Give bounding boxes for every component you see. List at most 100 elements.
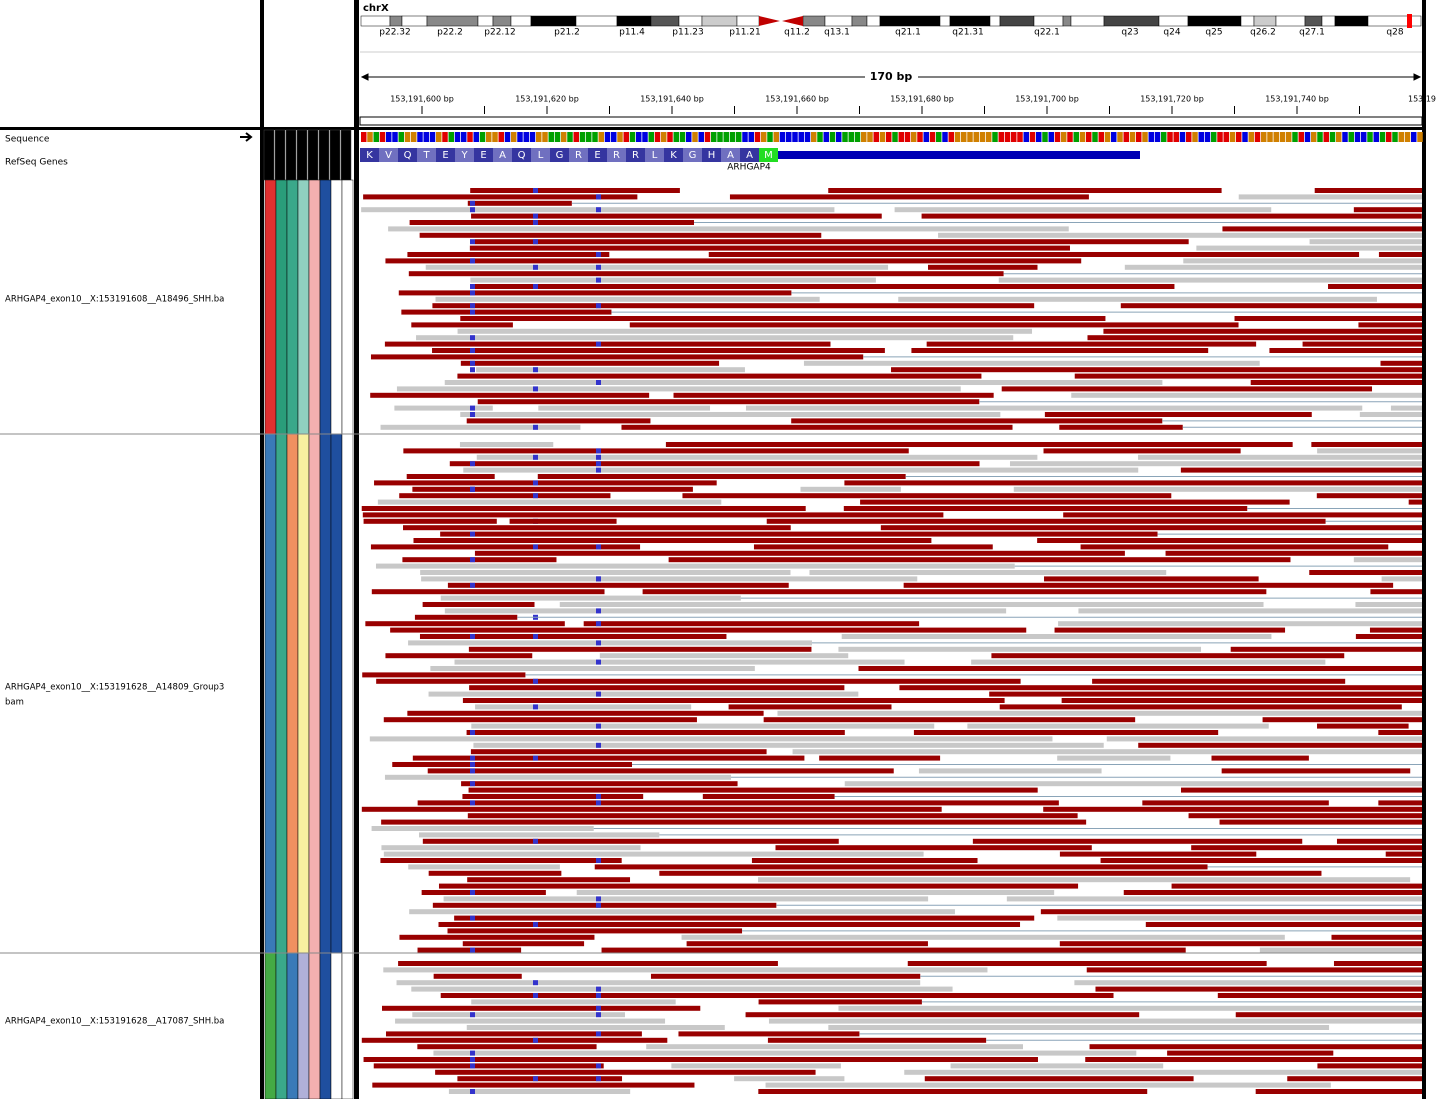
read[interactable] [435,296,820,302]
read[interactable] [1287,1076,1422,1082]
read[interactable] [377,499,722,505]
read[interactable] [1165,550,1422,556]
read[interactable] [734,1076,845,1082]
read[interactable] [384,341,831,347]
read[interactable] [419,634,727,639]
read[interactable] [1359,412,1422,417]
read[interactable] [767,1037,987,1043]
read[interactable] [1369,627,1422,633]
read[interactable] [1057,915,1422,921]
read[interactable] [369,736,1053,742]
read[interactable] [448,1089,631,1094]
read[interactable] [642,589,1267,595]
read[interactable] [650,973,921,979]
read[interactable] [363,1057,1038,1062]
read[interactable] [376,678,1021,684]
read[interactable] [420,570,791,575]
read[interactable] [466,1025,725,1030]
read[interactable] [444,380,1163,385]
read[interactable] [765,1082,1331,1088]
read[interactable] [1009,461,1422,467]
read[interactable] [1092,678,1346,684]
attribute-cell[interactable] [319,952,332,1099]
read[interactable] [421,890,546,895]
read[interactable] [1100,858,1422,863]
read[interactable] [457,373,982,379]
read[interactable] [860,499,1290,505]
read[interactable] [904,1069,1422,1075]
read[interactable] [411,986,953,992]
read[interactable] [466,418,651,424]
read[interactable] [972,838,1303,844]
read[interactable] [763,717,1136,723]
read[interactable] [399,934,595,940]
read[interactable] [395,1018,666,1024]
read[interactable] [363,194,638,200]
read[interactable] [1196,245,1422,251]
read[interactable] [913,730,1219,735]
read[interactable] [1353,207,1422,213]
attribute-cell[interactable] [264,179,277,435]
attribute-cell[interactable] [308,952,321,1099]
read[interactable] [594,864,1208,870]
read[interactable] [844,480,1422,486]
read[interactable] [474,239,1189,245]
read[interactable] [468,646,812,652]
read[interactable] [1080,544,1389,550]
read[interactable] [1123,890,1422,895]
read[interactable] [989,691,1422,697]
read[interactable] [668,557,1291,563]
read[interactable] [708,252,1360,257]
read[interactable] [809,570,1167,575]
read[interactable] [408,640,812,646]
read[interactable] [440,993,1114,998]
attribute-cell[interactable] [297,179,310,435]
read[interactable] [432,902,777,908]
read[interactable] [1250,380,1422,385]
read[interactable] [370,392,650,398]
read[interactable] [422,602,535,607]
read[interactable] [1089,1044,1422,1050]
read[interactable] [1328,284,1422,289]
attribute-cell[interactable] [297,433,310,954]
read[interactable] [1355,634,1422,639]
attribute-cell[interactable] [297,952,310,1099]
read[interactable] [1221,768,1411,774]
strand-arrow[interactable] [240,132,253,142]
read[interactable] [362,672,526,678]
read[interactable] [1314,188,1422,193]
read[interactable] [449,461,980,467]
read[interactable] [469,245,1070,251]
read[interactable] [409,909,955,915]
read[interactable] [1095,986,1422,992]
read[interactable] [417,1044,597,1050]
read[interactable] [665,442,1293,447]
read[interactable] [1378,730,1422,735]
read[interactable] [460,360,720,366]
read[interactable] [421,576,918,582]
read[interactable] [971,659,1326,665]
read[interactable] [361,1037,668,1043]
read[interactable] [1183,258,1422,264]
read[interactable] [380,858,622,863]
attribute-cell[interactable] [308,433,321,954]
read[interactable] [477,399,980,405]
read[interactable] [1353,557,1422,563]
read[interactable] [858,666,1422,671]
read[interactable] [1063,512,1422,518]
read[interactable] [430,666,755,671]
read[interactable] [1235,1012,1422,1018]
read[interactable] [1106,736,1422,742]
attribute-cell[interactable] [319,179,332,435]
read[interactable] [1044,576,1259,582]
read[interactable] [967,723,1269,729]
read[interactable] [370,544,641,550]
read[interactable] [1043,448,1241,454]
read[interactable] [406,474,495,479]
read[interactable] [880,525,1422,531]
read[interactable] [473,742,1104,748]
read[interactable] [758,1089,1148,1094]
read[interactable] [1238,194,1422,200]
read[interactable] [841,634,1272,639]
read[interactable] [470,749,767,755]
